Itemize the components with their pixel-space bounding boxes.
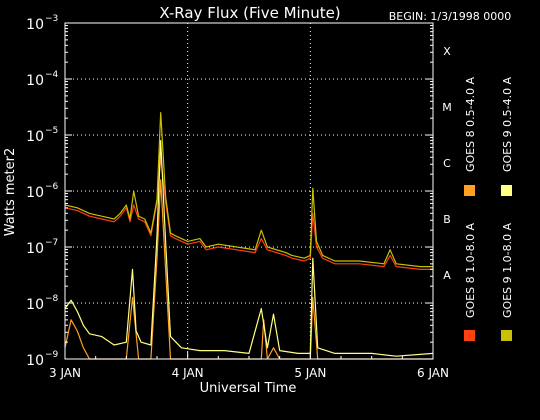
y-tick-exponent: −3 xyxy=(45,14,58,24)
legend: GOES 8 1.0-8.0 A GOES 8 0.5-4.0 A GOES 9 1… xyxy=(464,76,514,341)
y-tick-exponent: −8 xyxy=(45,294,59,304)
series-line xyxy=(64,156,433,270)
begin-date-label: BEGIN: 1/3/1998 0000 xyxy=(389,10,512,23)
chart-title: X-Ray Flux (Five Minute) xyxy=(159,4,340,22)
y-tick-label: 10 xyxy=(26,297,44,313)
y-tick-label: 10 xyxy=(26,353,44,369)
legend-swatch xyxy=(501,330,512,341)
legend-swatch xyxy=(464,330,475,341)
series-line xyxy=(64,140,434,357)
flare-class-label: B xyxy=(443,213,451,226)
x-tick-label: 3 JAN xyxy=(49,366,81,380)
y-tick-exponent: −9 xyxy=(45,350,59,360)
y-tick-label: 10 xyxy=(26,73,44,89)
x-ticks: 3 JAN 4 JAN 5 JAN 6 JAN xyxy=(49,352,449,380)
series-line xyxy=(64,112,433,268)
y-tick-exponent: −7 xyxy=(45,238,58,248)
y-tick-label: 10 xyxy=(26,185,44,201)
y-tick-exponent: −5 xyxy=(45,126,58,136)
x-axis-label: Universal Time xyxy=(200,381,297,396)
flare-class-label: C xyxy=(443,157,451,170)
y-tick-label: 10 xyxy=(26,129,44,145)
legend-swatch xyxy=(501,185,512,196)
flare-class-label: X xyxy=(443,45,451,58)
x-tick-label: 4 JAN xyxy=(172,366,204,380)
flare-class-label: A xyxy=(443,269,451,282)
flare-class-labels: A B C M X xyxy=(442,45,452,282)
y-tick-label: 10 xyxy=(26,17,44,33)
flare-class-label: M xyxy=(442,101,452,114)
legend-label: GOES 8 0.5-4.0 A xyxy=(464,76,477,172)
grid-lines xyxy=(65,23,433,359)
series-lines xyxy=(64,112,434,360)
x-tick-label: 5 JAN xyxy=(294,366,326,380)
y-ticks: 10−910−810−710−610−510−410−3 xyxy=(26,14,433,369)
y-axis-label: Watts meter2 xyxy=(3,148,18,236)
y-tick-exponent: −4 xyxy=(45,70,59,80)
legend-label: GOES 9 1.0-8.0 A xyxy=(501,222,514,318)
y-tick-exponent: −6 xyxy=(45,182,59,192)
legend-swatch xyxy=(464,185,475,196)
legend-label: GOES 8 1.0-8.0 A xyxy=(464,222,477,318)
x-tick-label: 6 JAN xyxy=(417,366,449,380)
y-tick-label: 10 xyxy=(26,241,44,257)
legend-label: GOES 9 0.5-4.0 A xyxy=(501,76,514,172)
series-line xyxy=(64,179,433,360)
